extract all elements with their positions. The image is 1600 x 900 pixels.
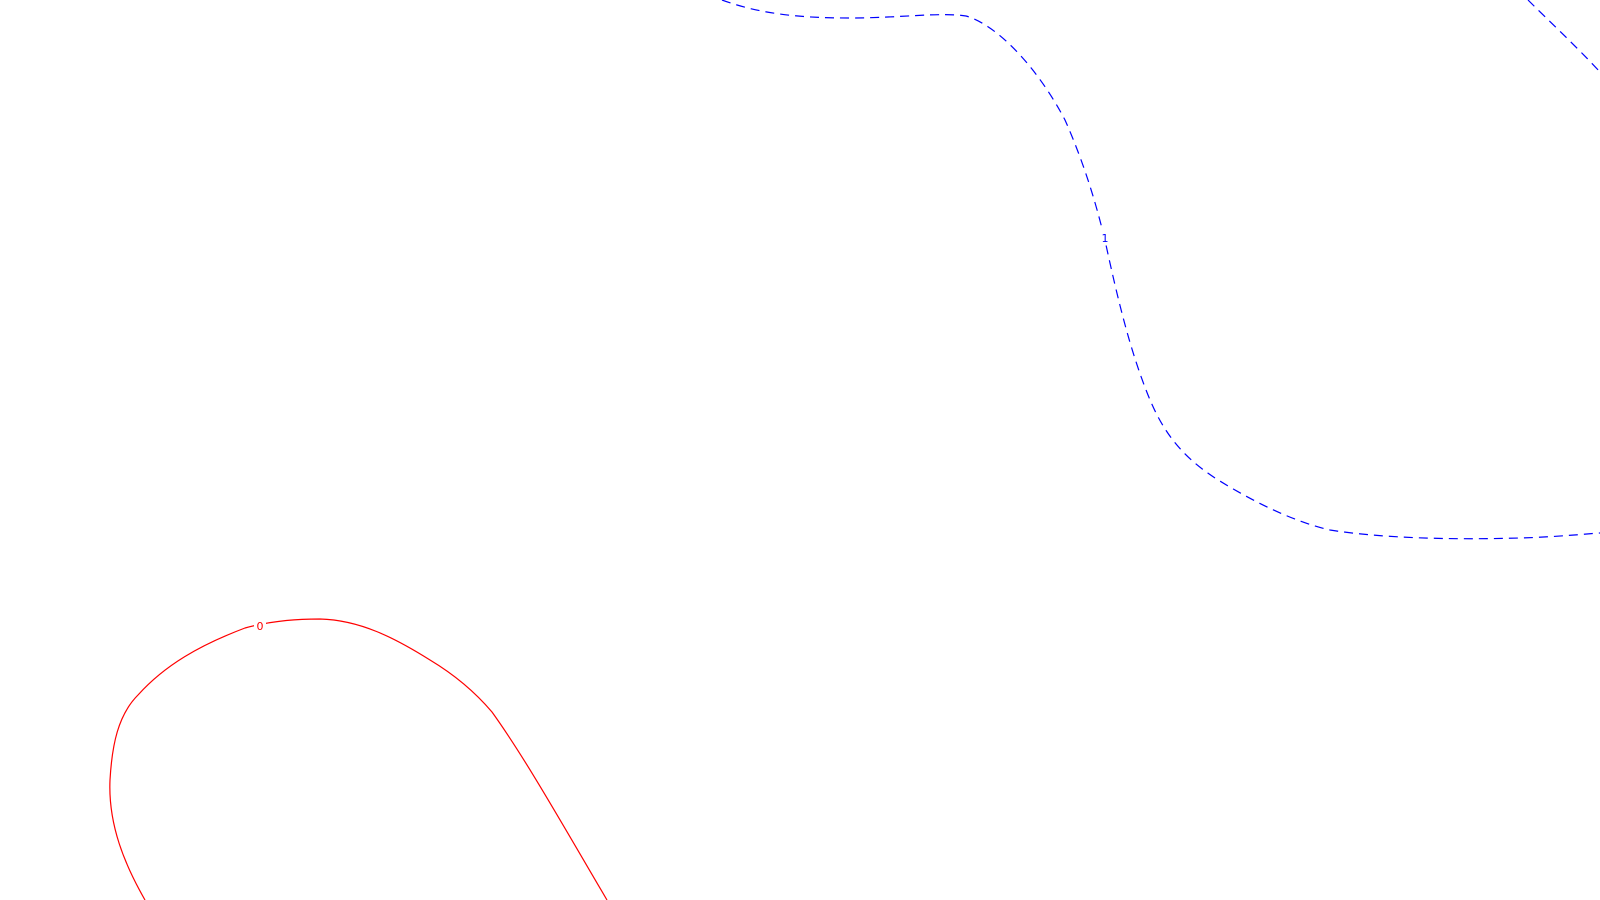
contour-label-1-halo	[1099, 230, 1111, 244]
contour-label-1: 1	[1102, 232, 1109, 245]
contour-label-0: 0	[257, 620, 264, 633]
contour-line-level-1-corner	[1527, 0, 1600, 73]
contour-line-level-1	[721, 0, 1600, 540]
contour-label-0-halo	[254, 618, 266, 632]
contour-line-level-0	[109, 618, 608, 900]
